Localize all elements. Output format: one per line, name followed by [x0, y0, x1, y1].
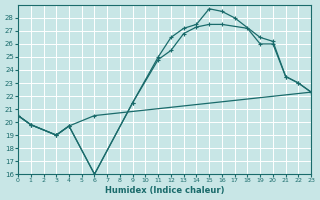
X-axis label: Humidex (Indice chaleur): Humidex (Indice chaleur): [105, 186, 224, 195]
